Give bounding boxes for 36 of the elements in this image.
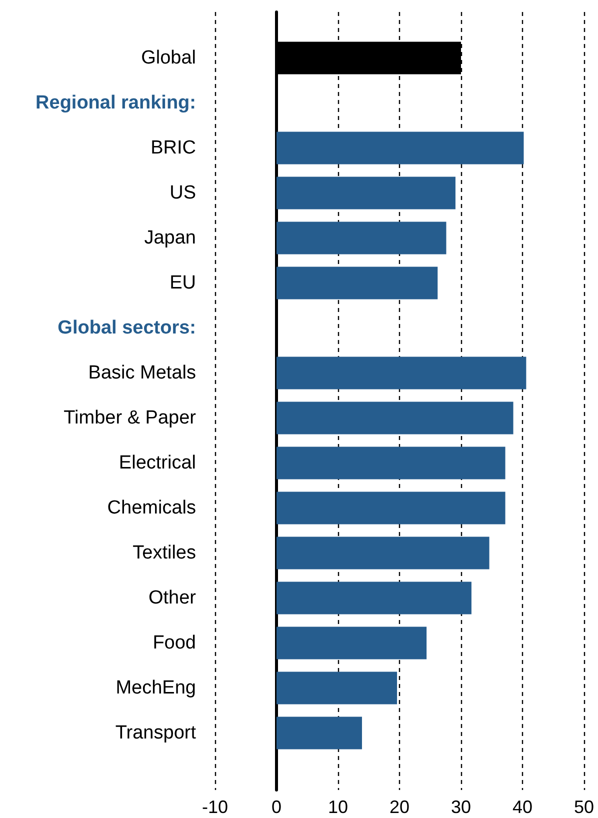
bar — [276, 356, 526, 390]
bar — [276, 402, 514, 434]
y-tick-label: Other — [148, 588, 197, 608]
y-tick-label: BRIC — [150, 138, 196, 158]
x-tick-label: 10 — [328, 797, 348, 817]
y-tick-label: Textiles — [132, 542, 196, 564]
y-tick-label: Global — [141, 48, 196, 68]
x-tick-label: 20 — [389, 797, 410, 817]
bar — [276, 536, 490, 570]
text: Regional ranking: — [36, 92, 196, 114]
y-tick-label: Food — [152, 632, 196, 654]
bar — [276, 446, 506, 480]
bar — [276, 672, 398, 704]
text: Global sectors: — [58, 318, 196, 338]
y-tick-label: Basic Metals — [88, 362, 196, 384]
y-tick-label: Japan — [144, 228, 196, 248]
bar — [276, 132, 524, 164]
y-tick-label: EU — [170, 272, 196, 294]
x-tick-label: 30 — [450, 797, 472, 817]
y-tick-label: MechEng — [116, 678, 196, 698]
bar — [276, 716, 362, 750]
y-tick-label: Chemicals — [107, 498, 196, 518]
y-tick-label: Electrical — [118, 452, 196, 474]
y-tick-label: US — [170, 182, 196, 204]
bar — [276, 266, 438, 300]
x-tick-label: 0 — [271, 797, 282, 817]
bar — [276, 222, 446, 254]
y-tick-label: Timber & Paper — [64, 408, 197, 428]
bar — [276, 492, 506, 524]
x-tick-label: 40 — [512, 797, 533, 817]
bar — [276, 176, 456, 210]
x-tick-label: 50 — [574, 797, 594, 817]
y-tick-label: Transport — [115, 722, 197, 744]
x-tick-label: -10 — [202, 797, 228, 817]
bar — [276, 582, 472, 614]
bar — [276, 626, 427, 660]
